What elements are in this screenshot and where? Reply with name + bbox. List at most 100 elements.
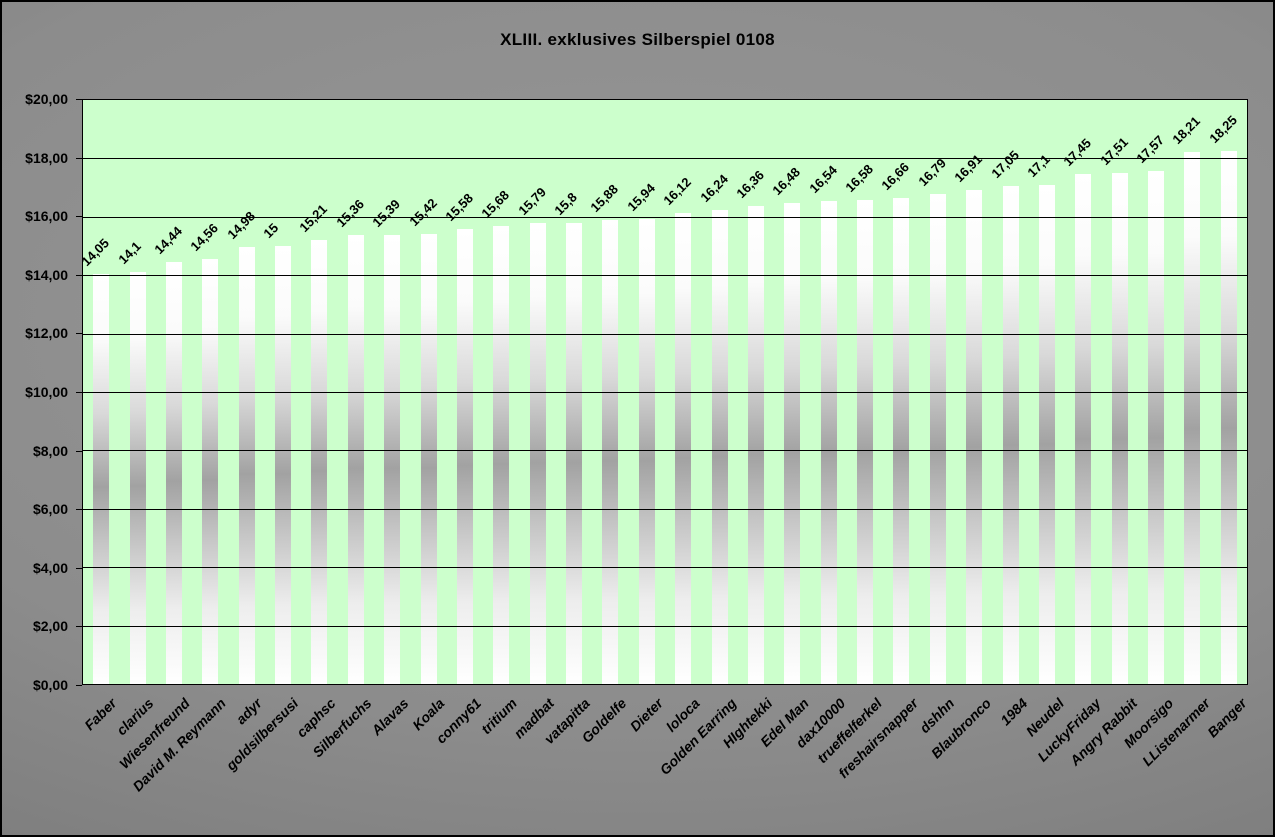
bar — [820, 201, 837, 684]
bar-value-label: 16,54 — [806, 162, 840, 196]
bar-value-label: 14,1 — [114, 238, 144, 267]
bar — [529, 223, 546, 684]
x-slot: LListenarmer — [1139, 685, 1213, 835]
bar-slot: 16,54 — [806, 100, 847, 684]
x-slot: Faber — [81, 685, 119, 835]
bar — [966, 190, 983, 684]
bar-slot: 14,56 — [188, 100, 228, 684]
x-slot: David M. Reymann — [130, 685, 229, 835]
y-axis-tick — [76, 626, 82, 627]
bar-value-label: 17,45 — [1060, 135, 1095, 169]
bar-value-label: 15,36 — [333, 196, 367, 230]
y-axis: $20,00 $18,00 $16,00 $14,00 $12,00 $10,00 $8,0… — [2, 2, 76, 835]
x-axis: Faber clarius Wiesenfreund David M. Reymann… — [81, 685, 1249, 835]
bar — [638, 219, 655, 684]
bar — [1148, 171, 1165, 684]
bar-value-label: 18,25 — [1206, 112, 1240, 146]
bar-value-label: 15,68 — [478, 187, 513, 221]
y-axis-tick — [76, 333, 82, 334]
gridline — [83, 626, 1247, 627]
bar — [1002, 186, 1019, 684]
y-axis-tick — [76, 509, 82, 510]
bar — [747, 206, 764, 684]
bar-value-label: 15,39 — [369, 196, 404, 230]
bar — [384, 235, 401, 684]
bar-value-label: 15,21 — [296, 201, 331, 235]
bar — [857, 200, 874, 684]
bar-slot: 17,05 — [988, 100, 1028, 684]
gridline — [83, 217, 1247, 218]
bar — [456, 229, 473, 684]
x-slot: vatapitta — [541, 685, 593, 835]
x-slot: HIghtekki — [720, 685, 776, 835]
bar-slot: 15,42 — [406, 100, 446, 684]
bar-slot: 18,25 — [1206, 100, 1247, 684]
bar-value-label: 17,57 — [1133, 132, 1168, 166]
x-slot: Koala — [409, 685, 447, 835]
bar — [602, 220, 619, 684]
bar-slot: 16,36 — [733, 100, 774, 684]
bar — [1075, 174, 1092, 684]
gridline — [83, 392, 1247, 393]
bar-value-label: 14,05 — [78, 235, 113, 269]
gridline — [83, 275, 1247, 276]
y-axis-label: $2,00 — [32, 618, 68, 634]
x-slot: 1984 — [993, 685, 1030, 835]
bar-slot: 15 — [260, 100, 301, 684]
bar-value-label: 18,21 — [1169, 113, 1204, 147]
bar-value-label: 14,44 — [151, 223, 185, 257]
x-slot: caphsc — [293, 685, 338, 835]
bar — [1038, 185, 1055, 684]
bar-value-label: 16,24 — [696, 171, 731, 205]
x-slot: freshairsnapper — [835, 685, 921, 835]
bar — [93, 274, 110, 684]
bar-value-label: 15,79 — [515, 184, 549, 218]
bar-slot: 16,66 — [879, 100, 919, 684]
bar-value-label: 16,91 — [951, 151, 986, 185]
bar-value-label: 16,12 — [660, 174, 695, 208]
x-slot: Golden Earring — [656, 685, 739, 835]
bar-value-label: 17,1 — [1024, 151, 1053, 180]
bar-slot: 17,57 — [1133, 100, 1174, 684]
bar-slot: 17,1 — [1024, 100, 1065, 684]
x-slot: Goldelfe — [579, 685, 630, 835]
bar-slot: 17,51 — [1097, 100, 1138, 684]
bar-slot: 15,68 — [479, 100, 519, 684]
x-slot: Banger — [1204, 685, 1249, 835]
gridline — [83, 567, 1247, 568]
y-axis-tick — [76, 568, 82, 569]
bar-slot: 15,36 — [333, 100, 374, 684]
bar-slot: 15,21 — [297, 100, 337, 684]
bar-value-label: 15,94 — [624, 180, 658, 214]
y-axis-label: $6,00 — [32, 501, 68, 517]
bar-slot: 14,05 — [79, 100, 119, 684]
bar-slot: 16,79 — [915, 100, 956, 684]
bar — [675, 213, 692, 684]
y-axis-label: $14,00 — [25, 267, 68, 283]
bar — [893, 198, 910, 684]
bar-value-label: 17,51 — [1097, 134, 1131, 168]
x-slot: Blaubronco — [928, 685, 994, 835]
x-slot: goldsilbersusi — [223, 685, 301, 835]
y-axis-label: $10,00 — [25, 384, 68, 400]
x-axis-label: adyr — [233, 695, 266, 728]
bar — [238, 247, 255, 684]
bar-slot: 15,8 — [551, 100, 592, 684]
y-axis-label: $0,00 — [32, 677, 68, 693]
chart-title: XLIII. exklusives Silberspiel 0108 — [500, 30, 775, 49]
gridline — [83, 158, 1247, 159]
bar — [1184, 152, 1201, 684]
bar — [1220, 151, 1237, 684]
bar — [784, 203, 801, 684]
x-slot: tritium — [478, 685, 520, 835]
gridline — [83, 450, 1247, 451]
bar-value-label: 15,88 — [587, 181, 622, 215]
bar — [711, 210, 728, 684]
bar — [311, 240, 328, 684]
x-axis-label: Alavas — [367, 695, 412, 739]
bar-slot: 16,58 — [842, 100, 883, 684]
y-axis-label: $16,00 — [25, 208, 68, 224]
plot-area: 14,05 14,1 14,44 14,56 14,98 15 15,21 15,36 15,3… — [79, 99, 1248, 685]
bar-value-label: 15,42 — [405, 195, 440, 229]
